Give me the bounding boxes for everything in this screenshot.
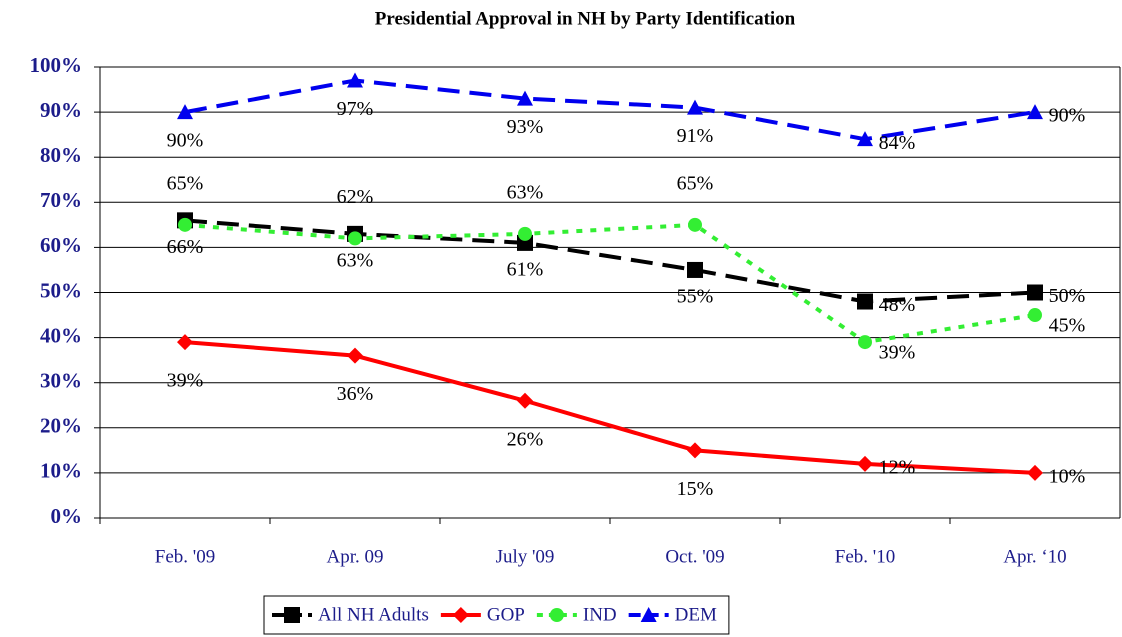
- marker: [517, 392, 533, 409]
- y-tick-label: 0%: [51, 504, 83, 528]
- x-tick-label: Feb. '10: [835, 546, 895, 567]
- value-label: 65%: [677, 172, 714, 194]
- marker: [1027, 104, 1043, 120]
- value-label: 48%: [879, 294, 916, 316]
- series-line: [184, 340, 1036, 475]
- value-label: 36%: [337, 383, 374, 405]
- value-label: 97%: [337, 98, 374, 120]
- marker: [1027, 464, 1043, 481]
- legend-label: IND: [583, 604, 617, 625]
- legend: All NH Adults GOP IND DEM: [263, 595, 730, 635]
- marker: [687, 99, 703, 115]
- y-tick-label: 90%: [40, 98, 82, 122]
- legend-label: All NH Adults: [318, 604, 429, 625]
- marker: [549, 608, 564, 622]
- value-label: 91%: [677, 125, 714, 147]
- x-tick-label: Apr. ‘10: [1003, 546, 1066, 567]
- marker: [518, 226, 532, 241]
- value-label: 63%: [507, 181, 544, 203]
- value-label: 90%: [167, 130, 204, 152]
- value-label: 93%: [507, 116, 544, 138]
- marker: [857, 131, 873, 147]
- marker: [284, 607, 300, 623]
- y-tick-label: 50%: [40, 278, 82, 302]
- series-line: [184, 218, 1036, 304]
- x-tick-label: July '09: [496, 546, 555, 567]
- marker: [178, 217, 192, 232]
- marker: [857, 293, 873, 310]
- value-label: 63%: [337, 249, 374, 271]
- marker: [640, 607, 657, 622]
- value-label: 62%: [337, 186, 374, 208]
- value-label: 45%: [1049, 315, 1086, 337]
- value-label: 66%: [167, 236, 204, 258]
- value-label: 90%: [1049, 105, 1086, 127]
- marker: [347, 347, 363, 364]
- marker: [517, 90, 533, 106]
- marker: [1027, 284, 1043, 301]
- y-tick-label: 20%: [40, 414, 82, 438]
- x-tick-label: Apr. 09: [327, 546, 384, 567]
- value-label: 26%: [507, 428, 544, 450]
- x-tick-label: Oct. '09: [665, 546, 724, 567]
- marker: [452, 607, 469, 623]
- y-tick-label: 60%: [40, 233, 82, 257]
- chart-title: Presidential Approval in NH by Party Ide…: [375, 8, 796, 29]
- legend-label: DEM: [675, 604, 717, 625]
- value-label: 61%: [507, 258, 544, 280]
- value-label: 39%: [879, 342, 916, 364]
- marker: [687, 261, 703, 278]
- marker: [1028, 308, 1042, 323]
- value-label: 50%: [1049, 285, 1086, 307]
- marker: [688, 217, 702, 232]
- y-tick-label: 80%: [40, 143, 82, 167]
- marker: [857, 455, 873, 472]
- marker: [348, 231, 362, 246]
- value-label: 84%: [879, 132, 916, 154]
- x-tick-label: Feb. '09: [155, 546, 215, 567]
- value-label: 39%: [167, 370, 204, 392]
- value-label: 65%: [167, 172, 204, 194]
- y-tick-label: 10%: [40, 459, 82, 483]
- value-label: 15%: [677, 478, 714, 500]
- y-tick-label: 70%: [40, 188, 82, 212]
- y-tick-label: 100%: [30, 53, 83, 77]
- value-label: 55%: [677, 286, 714, 308]
- y-tick-label: 40%: [40, 323, 82, 347]
- marker: [687, 442, 703, 459]
- marker: [858, 335, 872, 350]
- legend-label: GOP: [487, 604, 525, 625]
- marker: [347, 72, 363, 88]
- series-line: [184, 78, 1036, 142]
- series-line: [184, 222, 1036, 345]
- marker: [177, 334, 193, 351]
- y-tick-label: 30%: [40, 369, 82, 393]
- value-label: 12%: [879, 456, 916, 478]
- marker: [177, 104, 193, 120]
- value-label: 10%: [1049, 465, 1086, 487]
